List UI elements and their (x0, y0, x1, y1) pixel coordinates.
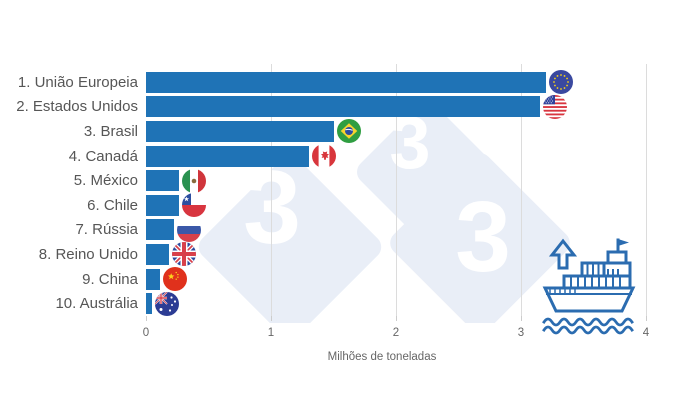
x-tick-label: 2 (392, 327, 400, 339)
category-label: 2. Estados Unidos (16, 98, 138, 116)
chart-row-eu: 1. União Europeia (0, 70, 700, 95)
bar-reino-unido (146, 243, 169, 265)
russia-flag-icon (176, 217, 201, 242)
tick-3 (520, 316, 522, 321)
category-label: 4. Canadá (68, 147, 138, 165)
eu-flag-icon (549, 70, 573, 95)
australia-flag-icon (155, 291, 180, 316)
x-tick-label: 0 (142, 327, 150, 339)
category-label: 1. União Europeia (17, 73, 138, 91)
chart-row-russia: 7. Rússia (0, 217, 700, 243)
x-axis-label: Milhões de toneladas (327, 351, 437, 363)
gridline-4 (645, 64, 647, 316)
x-tick-label: 3 (517, 327, 525, 339)
category-label: 7. Rússia (75, 221, 138, 239)
chart-row-canada: 4. Canadá (0, 144, 700, 169)
chart-row-china: 9. China (0, 267, 700, 292)
bar-australia (146, 293, 153, 315)
bar-chile (146, 194, 179, 216)
watermark-digit: 3 (243, 149, 301, 266)
x-tick-label: 4 (642, 327, 650, 339)
tick-1 (270, 316, 272, 321)
bar-mexico (146, 170, 179, 192)
bar-estados-unidos (146, 96, 540, 118)
chart-row-chile: 6. Chile (0, 193, 700, 218)
chart-row-australia: 10. Austrália (0, 291, 700, 316)
watermark-333: 3 3 3 (193, 97, 575, 323)
category-label: 8. Reino Unido (38, 245, 138, 263)
bar-china (146, 268, 160, 290)
us-flag-icon (542, 94, 567, 119)
uk-flag-icon (171, 242, 196, 267)
chile-flag-icon (181, 193, 206, 218)
chart-row-mexico: 5. México (0, 168, 700, 193)
chart-row-us: 2. Estados Unidos (0, 94, 700, 120)
bar-russia (146, 219, 174, 241)
bar-canada (146, 145, 309, 167)
watermark-digit: 3 (455, 181, 511, 293)
bar-uniao-europeia (146, 71, 546, 93)
gridline-1 (270, 64, 272, 316)
category-label: 9. China (82, 270, 138, 288)
mexico-flag-icon (181, 168, 206, 193)
brazil-flag-icon (336, 119, 361, 144)
chart-row-brasil: 3. Brasil (0, 119, 700, 144)
chart-row-uk: 8. Reino Unido (0, 242, 700, 267)
gridline-2 (395, 64, 397, 316)
x-tick-label: 1 (267, 327, 275, 339)
china-flag-icon (162, 267, 187, 292)
category-label: 6. Chile (87, 196, 138, 214)
canada-flag-icon (311, 144, 336, 169)
gridline-3 (520, 64, 522, 316)
cargo-ship-export-icon (542, 238, 636, 335)
tick-4 (645, 316, 647, 321)
category-label: 5. México (73, 172, 138, 190)
bar-brasil (146, 120, 334, 142)
bars-area: 1. União Europeia 2. Estados Unidos (0, 70, 700, 316)
category-label: 10. Austrália (55, 295, 138, 313)
category-label: 3. Brasil (83, 122, 138, 140)
tick-0 (145, 316, 147, 321)
tick-2 (395, 316, 397, 321)
